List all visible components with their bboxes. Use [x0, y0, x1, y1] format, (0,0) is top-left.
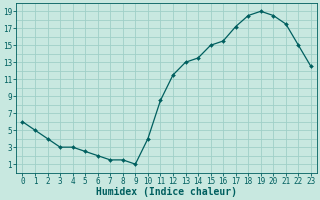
X-axis label: Humidex (Indice chaleur): Humidex (Indice chaleur) [96, 187, 237, 197]
